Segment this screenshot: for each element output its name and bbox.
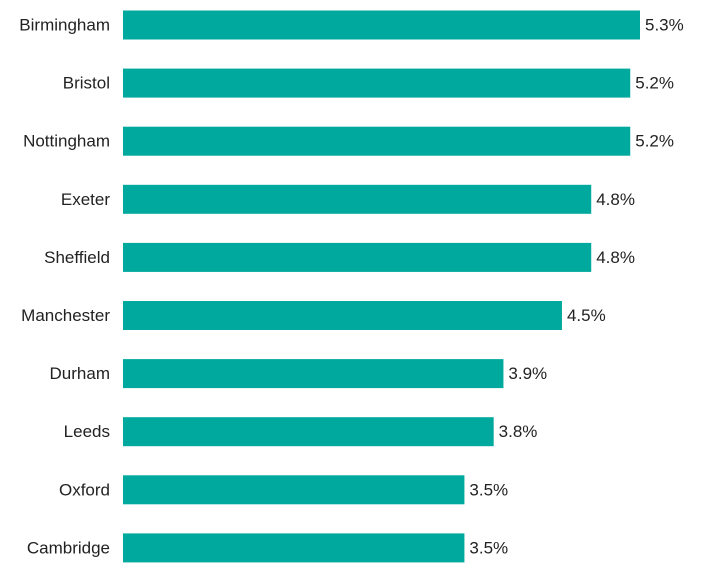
bar [123, 301, 562, 330]
bar [123, 10, 640, 40]
value-label: 3.5% [469, 538, 508, 557]
category-label: Bristol [63, 74, 110, 93]
category-label: Birmingham [19, 16, 110, 35]
category-label: Cambridge [27, 538, 110, 557]
value-label: 3.8% [499, 422, 538, 441]
category-label: Nottingham [23, 132, 110, 151]
bar [123, 184, 592, 214]
category-label: Leeds [64, 422, 110, 441]
bar [123, 417, 494, 447]
bar [123, 242, 592, 272]
value-label: 5.2% [635, 74, 674, 93]
category-label: Manchester [21, 306, 110, 325]
bar [123, 126, 631, 156]
bar [123, 533, 465, 563]
bar [123, 359, 504, 389]
value-label: 3.5% [469, 480, 508, 499]
category-label: Oxford [59, 480, 110, 499]
category-label: Exeter [61, 190, 110, 209]
value-label: 3.9% [508, 364, 547, 383]
value-label: 5.3% [645, 16, 684, 35]
value-label: 4.5% [567, 306, 606, 325]
category-label: Sheffield [44, 248, 110, 267]
bar [123, 475, 465, 505]
value-label: 4.8% [596, 190, 635, 209]
category-label: Durham [50, 364, 110, 383]
value-label: 5.2% [635, 132, 674, 151]
bar [123, 68, 631, 98]
value-label: 4.8% [596, 248, 635, 267]
